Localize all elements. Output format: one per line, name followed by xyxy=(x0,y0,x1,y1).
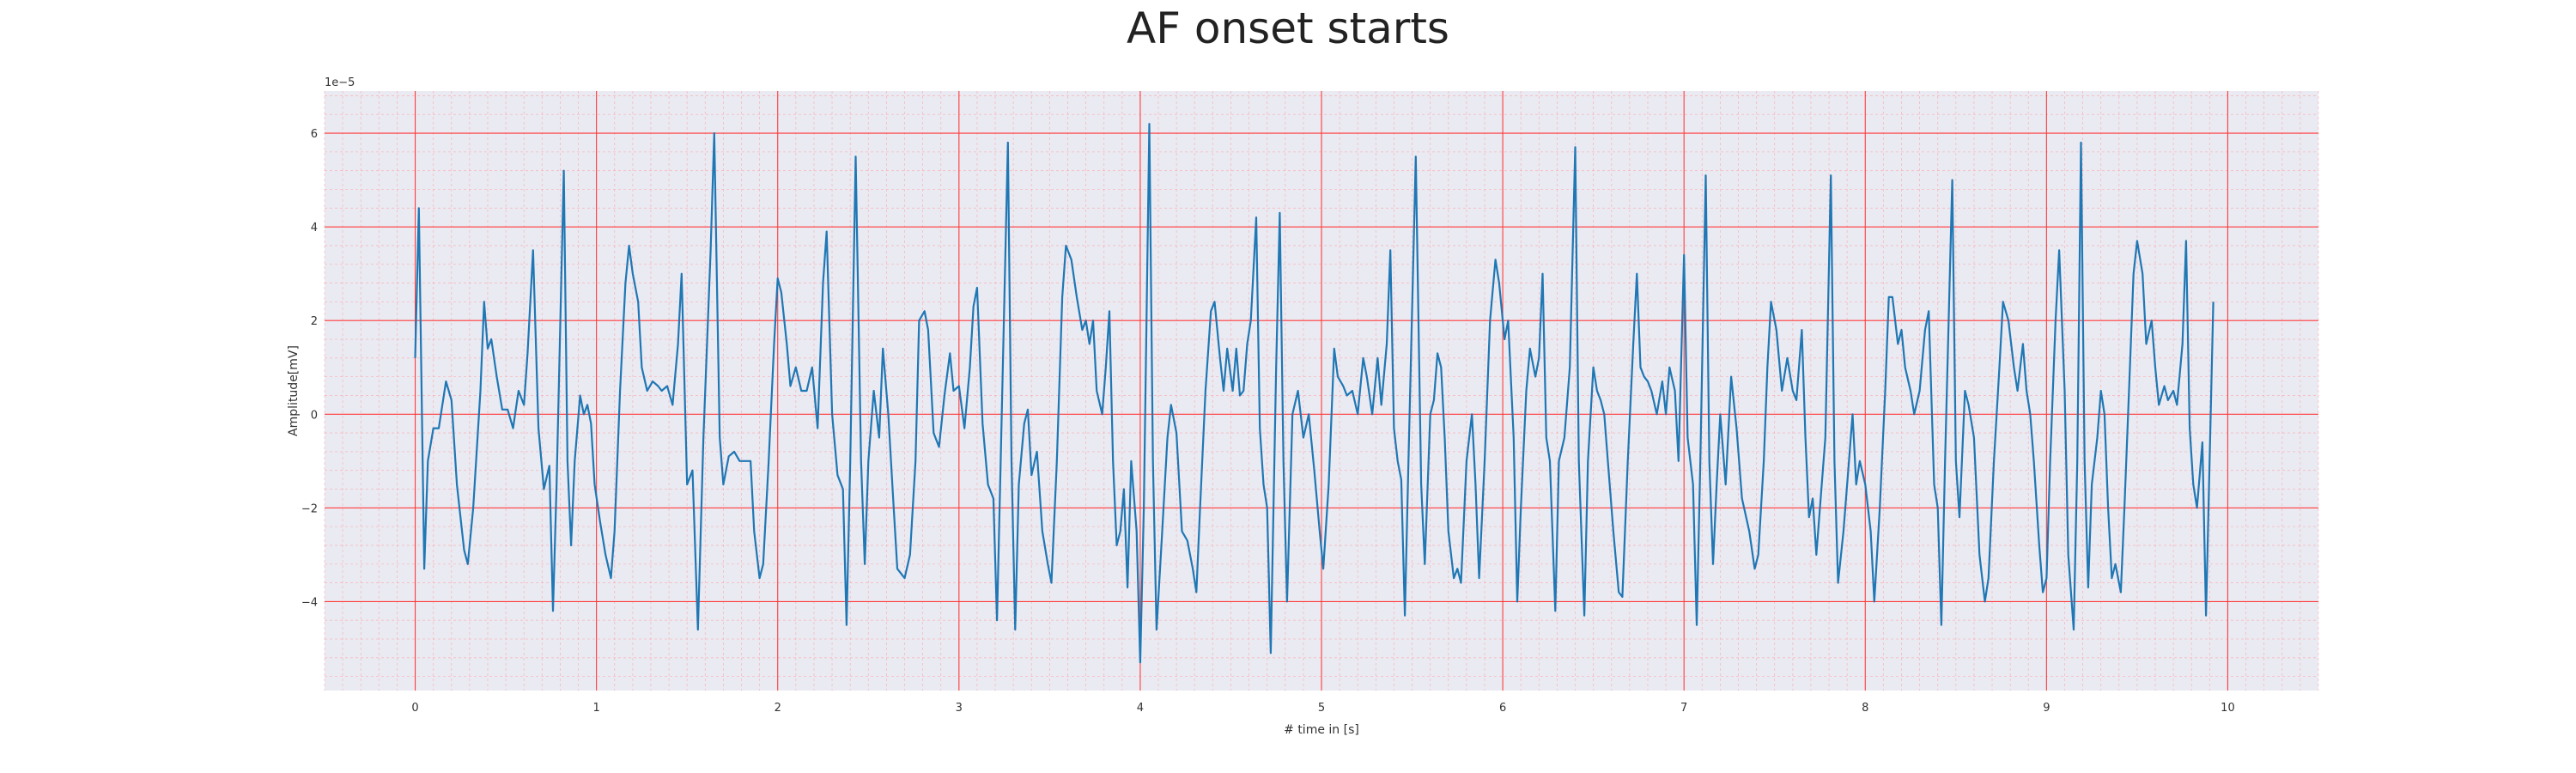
x-tick-label: 6 xyxy=(1499,702,1506,715)
x-tick-label: 3 xyxy=(956,702,963,715)
x-axis-label: # time in [s] xyxy=(1284,723,1359,737)
minor-grid xyxy=(324,91,2319,691)
x-tick-label: 0 xyxy=(411,702,418,715)
x-tick-label: 10 xyxy=(2221,702,2235,715)
y-tick-label: −2 xyxy=(301,502,318,515)
x-tick-label: 5 xyxy=(1318,702,1325,715)
y-axis-ticks: −4 −2 0 2 4 6 xyxy=(301,128,318,609)
x-tick-label: 7 xyxy=(1680,702,1687,715)
y-tick-label: −4 xyxy=(301,596,318,609)
y-tick-label: 4 xyxy=(311,222,318,234)
ecg-signal-line xyxy=(414,123,2215,664)
page-title: AF onset starts xyxy=(1127,3,1449,53)
x-tick-label: 9 xyxy=(2043,702,2050,715)
x-axis-ticks: 0 1 2 3 4 5 6 7 8 9 10 xyxy=(411,702,2234,715)
x-tick-label: 4 xyxy=(1137,702,1144,715)
y-axis-offset-label: 1e−5 xyxy=(325,76,355,89)
x-tick-label: 2 xyxy=(775,702,781,715)
x-tick-label: 1 xyxy=(592,702,599,715)
x-tick-label: 8 xyxy=(1862,702,1868,715)
major-grid xyxy=(325,91,2318,691)
y-tick-label: 6 xyxy=(311,128,318,141)
y-tick-label: 2 xyxy=(311,315,318,328)
y-axis-label: Amplitude[mV] xyxy=(287,345,301,436)
y-tick-label: 0 xyxy=(311,409,318,422)
